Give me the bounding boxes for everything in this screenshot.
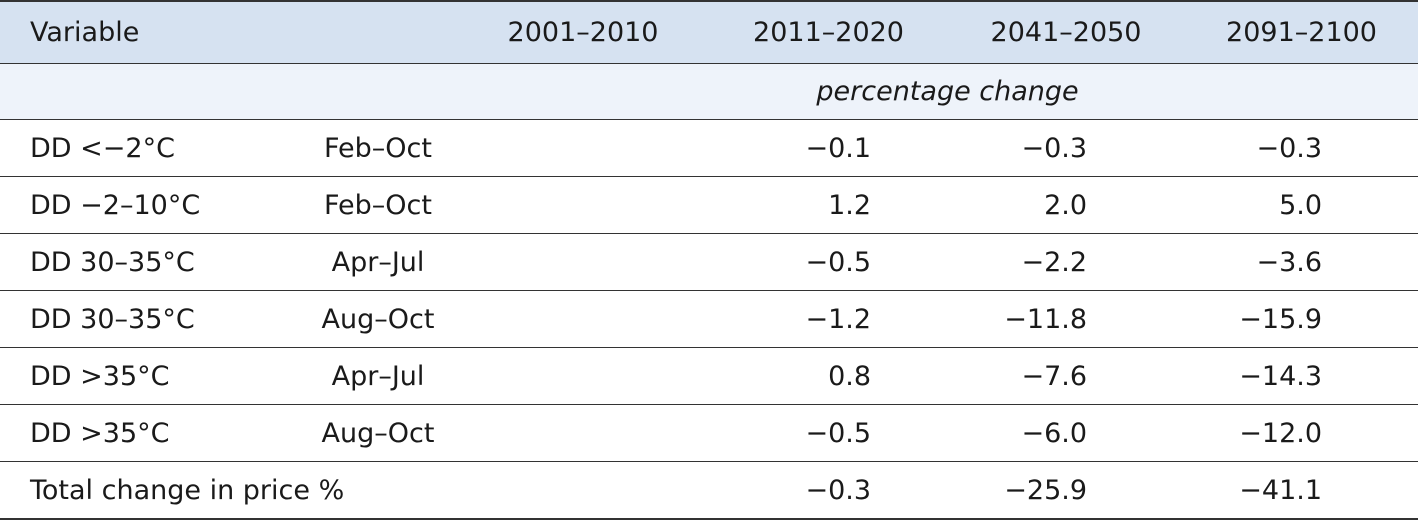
- header-variable: Variable: [0, 0, 457, 64]
- table-row: DD >35°C Aug–Oct −0.5 −6.0 −12.0: [0, 404, 1418, 462]
- cell-y2041: −11.8: [947, 290, 1186, 348]
- cell-y2091: −14.3: [1185, 347, 1418, 405]
- cell-y2001: [456, 233, 711, 291]
- header-2091-2100: 2091–2100: [1185, 0, 1418, 64]
- table-row: DD 30–35°C Apr–Jul −0.5 −2.2 −3.6: [0, 233, 1418, 291]
- cell-y2011: −0.3: [710, 461, 948, 520]
- row-period: Apr–Jul: [300, 347, 457, 405]
- cell-y2041: 2.0: [947, 176, 1186, 234]
- cell-y2011: −0.1: [710, 119, 948, 177]
- header-2001-2010: 2001–2010: [456, 0, 711, 64]
- row-variable: DD 30–35°C: [0, 233, 300, 291]
- table-row: DD −2–10°C Feb–Oct 1.2 2.0 5.0: [0, 176, 1418, 234]
- cell-y2001: [456, 461, 711, 520]
- cell-y2001: [456, 176, 711, 234]
- cell-y2001: [456, 347, 711, 405]
- cell-y2001: [456, 404, 711, 462]
- cell-y2011: 1.2: [710, 176, 948, 234]
- unit-label: percentage change: [710, 63, 1186, 120]
- cell-y2041: −7.6: [947, 347, 1186, 405]
- row-variable: DD 30–35°C: [0, 290, 300, 348]
- row-period: Feb–Oct: [300, 119, 457, 177]
- cell-y2091: −12.0: [1185, 404, 1418, 462]
- cell-y2091: −15.9: [1185, 290, 1418, 348]
- table-row: Total change in price % −0.3 −25.9 −41.1: [0, 461, 1418, 520]
- cell-y2091: −0.3: [1185, 119, 1418, 177]
- header-2041-2050: 2041–2050: [947, 0, 1186, 64]
- table-row: DD <−2°C Feb–Oct −0.1 −0.3 −0.3: [0, 119, 1418, 177]
- row-variable: DD <−2°C: [0, 119, 300, 177]
- cell-y2091: 5.0: [1185, 176, 1418, 234]
- cell-y2011: −0.5: [710, 404, 948, 462]
- cell-y2091: −3.6: [1185, 233, 1418, 291]
- cell-y2011: −0.5: [710, 233, 948, 291]
- row-period: Aug–Oct: [300, 404, 457, 462]
- row-period: Feb–Oct: [300, 176, 457, 234]
- cell-y2001: [456, 119, 711, 177]
- cell-y2001: [456, 290, 711, 348]
- cell-y2041: −6.0: [947, 404, 1186, 462]
- cell-y2011: −1.2: [710, 290, 948, 348]
- table-header-row: Variable 2001–2010 2011–2020 2041–2050 2…: [0, 0, 1418, 64]
- row-variable: Total change in price %: [0, 461, 457, 520]
- cell-y2011: 0.8: [710, 347, 948, 405]
- row-variable: DD −2–10°C: [0, 176, 300, 234]
- cell-y2041: −2.2: [947, 233, 1186, 291]
- row-period: Aug–Oct: [300, 290, 457, 348]
- table-row: DD >35°C Apr–Jul 0.8 −7.6 −14.3: [0, 347, 1418, 405]
- header-2011-2020: 2011–2020: [710, 0, 948, 64]
- table-row: DD 30–35°C Aug–Oct −1.2 −11.8 −15.9: [0, 290, 1418, 348]
- cell-y2041: −0.3: [947, 119, 1186, 177]
- cell-y2041: −25.9: [947, 461, 1186, 520]
- cell-y2091: −41.1: [1185, 461, 1418, 520]
- row-variable: DD >35°C: [0, 404, 300, 462]
- row-variable: DD >35°C: [0, 347, 300, 405]
- row-period: Apr–Jul: [300, 233, 457, 291]
- unit-row: percentage change: [0, 63, 1418, 120]
